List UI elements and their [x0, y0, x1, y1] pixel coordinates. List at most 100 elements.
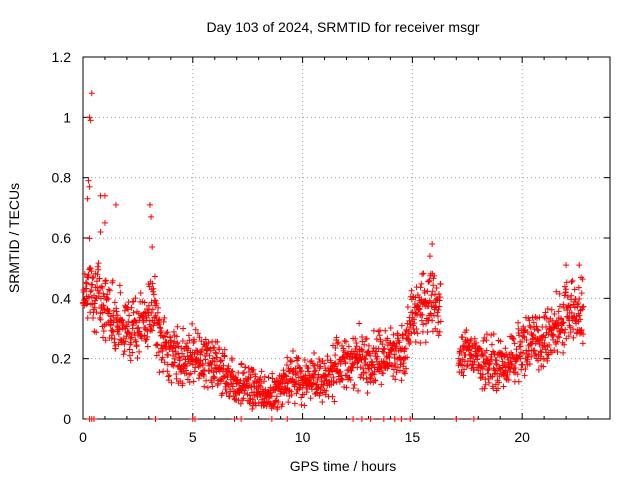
data-point	[205, 339, 212, 346]
data-point	[154, 341, 161, 348]
data-point	[143, 317, 150, 324]
data-point	[237, 400, 244, 407]
data-point	[180, 325, 187, 332]
data-point	[493, 361, 500, 368]
data-point	[555, 321, 562, 328]
data-point	[250, 366, 257, 373]
data-point	[217, 357, 224, 364]
data-point	[526, 322, 533, 329]
data-point	[371, 377, 378, 384]
data-point	[493, 360, 500, 367]
data-point	[576, 262, 583, 269]
data-point	[393, 340, 400, 347]
data-point	[321, 372, 328, 379]
data-point	[511, 340, 518, 347]
data-point	[104, 291, 111, 298]
data-point	[473, 339, 480, 346]
data-point	[563, 262, 570, 269]
data-point	[496, 379, 503, 386]
data-point	[381, 345, 388, 352]
data-point	[434, 328, 441, 335]
y-tick-label: 0.8	[52, 170, 72, 186]
data-point	[458, 350, 465, 357]
data-point	[311, 350, 318, 357]
data-point	[540, 363, 547, 370]
data-point	[298, 367, 305, 374]
data-point	[284, 354, 291, 361]
data-point	[86, 264, 93, 271]
data-point	[238, 416, 245, 422]
data-point	[335, 339, 342, 346]
data-point	[559, 319, 566, 326]
data-point	[206, 352, 213, 359]
data-point	[253, 379, 260, 386]
data-point	[142, 337, 149, 344]
data-point	[560, 319, 567, 326]
data-point	[88, 90, 95, 97]
data-point	[333, 334, 340, 341]
data-point	[521, 372, 528, 379]
data-point	[431, 272, 438, 279]
data-point	[156, 321, 163, 328]
data-point	[419, 311, 426, 318]
data-point	[125, 329, 132, 336]
data-point	[101, 192, 108, 199]
data-point	[129, 349, 136, 356]
data-point	[121, 341, 128, 348]
data-point	[516, 332, 523, 339]
data-point	[221, 353, 228, 360]
data-point	[359, 338, 366, 345]
data-point	[252, 371, 259, 378]
data-point	[330, 377, 337, 384]
data-point	[121, 348, 128, 355]
y-tick-label: 0	[63, 411, 71, 427]
y-tick-label: 0.2	[52, 351, 72, 367]
data-point	[128, 334, 135, 341]
data-point	[270, 403, 277, 410]
data-point	[236, 380, 243, 387]
data-point	[530, 347, 537, 354]
data-point	[174, 339, 181, 346]
data-point	[578, 290, 585, 297]
data-point	[363, 335, 370, 342]
data-point	[417, 339, 424, 346]
data-point	[219, 390, 226, 397]
data-point	[265, 374, 272, 381]
data-point	[164, 368, 171, 375]
data-point	[184, 353, 191, 360]
data-point	[89, 281, 96, 288]
data-point	[90, 274, 97, 281]
data-point	[389, 362, 396, 369]
data-point	[513, 346, 520, 353]
data-point	[100, 334, 107, 341]
data-point	[86, 183, 93, 190]
data-point	[161, 333, 168, 340]
data-point	[88, 287, 95, 294]
data-point	[531, 347, 538, 354]
data-point	[429, 317, 436, 324]
data-point	[317, 363, 324, 370]
data-point	[148, 310, 155, 317]
data-point	[367, 378, 374, 385]
data-point	[130, 322, 137, 329]
data-point	[311, 368, 318, 375]
data-point	[409, 293, 416, 300]
data-point	[137, 290, 144, 297]
data-point	[312, 367, 319, 374]
data-point	[81, 270, 88, 277]
data-point	[126, 346, 133, 353]
data-point	[202, 356, 209, 363]
data-point	[197, 357, 204, 364]
data-point	[241, 390, 248, 397]
data-point	[293, 390, 300, 397]
data-point	[116, 326, 123, 333]
data-point	[115, 341, 122, 348]
data-point	[283, 361, 290, 368]
data-point	[524, 328, 531, 335]
data-point	[161, 359, 168, 366]
data-point	[179, 337, 186, 344]
data-point	[580, 303, 587, 310]
x-tick-label: 15	[405, 429, 421, 445]
data-point	[545, 351, 552, 358]
